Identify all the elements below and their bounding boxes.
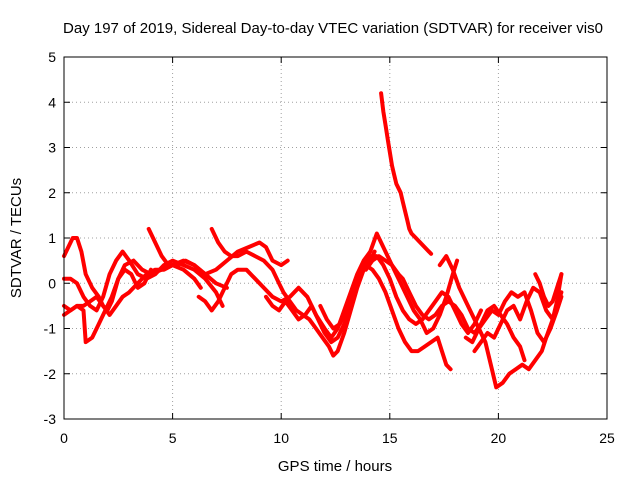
series-trace-4 <box>62 267 153 345</box>
y-tick-label: 3 <box>48 140 56 156</box>
series-trace-5 <box>146 226 290 277</box>
y-tick-label: -3 <box>44 411 57 427</box>
series-trace-14 <box>472 272 564 354</box>
series-trace-9 <box>318 263 453 372</box>
series-trace-8 <box>264 254 483 345</box>
series-trace-10 <box>379 91 434 256</box>
y-tick-label: 2 <box>48 185 56 201</box>
grid-lines <box>64 57 607 419</box>
y-tick-label: 5 <box>48 49 56 65</box>
y-tick-label: 4 <box>48 94 56 110</box>
series-trace-13 <box>463 290 564 345</box>
series-trace-15 <box>533 272 564 308</box>
axis-ticks: 0 5 10 15 20 25 -3 -2 -1 0 1 2 3 4 5 <box>44 49 615 446</box>
y-tick-label: -1 <box>44 321 57 337</box>
x-tick-label: 0 <box>60 430 68 446</box>
x-tick-label: 20 <box>491 430 507 446</box>
x-tick-label: 10 <box>273 430 289 446</box>
series-trace-2 <box>62 249 225 313</box>
y-tick-label: 1 <box>48 230 56 246</box>
x-tick-label: 5 <box>169 430 177 446</box>
x-axis-label: GPS time / hours <box>278 458 392 475</box>
x-tick-label: 25 <box>599 430 615 446</box>
chart-title: Day 197 of 2019, Sidereal Day-to-day VTE… <box>63 20 603 37</box>
plot-series <box>62 91 564 390</box>
x-tick-label: 15 <box>382 430 398 446</box>
y-axis-label: SDTVAR / TECUs <box>8 178 25 298</box>
y-tick-label: -2 <box>44 366 57 382</box>
y-tick-label: 0 <box>48 275 56 291</box>
